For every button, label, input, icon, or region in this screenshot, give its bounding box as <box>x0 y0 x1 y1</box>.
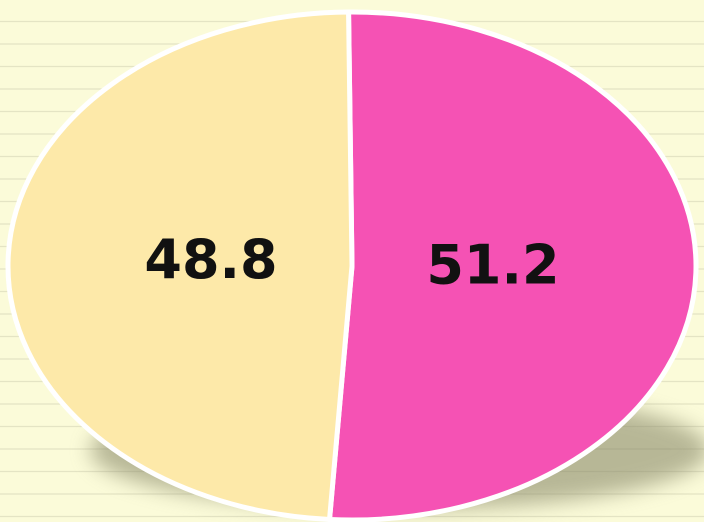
data-label: 51.2 <box>426 234 559 297</box>
slice <box>5 9 355 522</box>
pie <box>5 9 699 522</box>
slice <box>327 9 699 522</box>
data-label: 48.8 <box>144 228 277 291</box>
